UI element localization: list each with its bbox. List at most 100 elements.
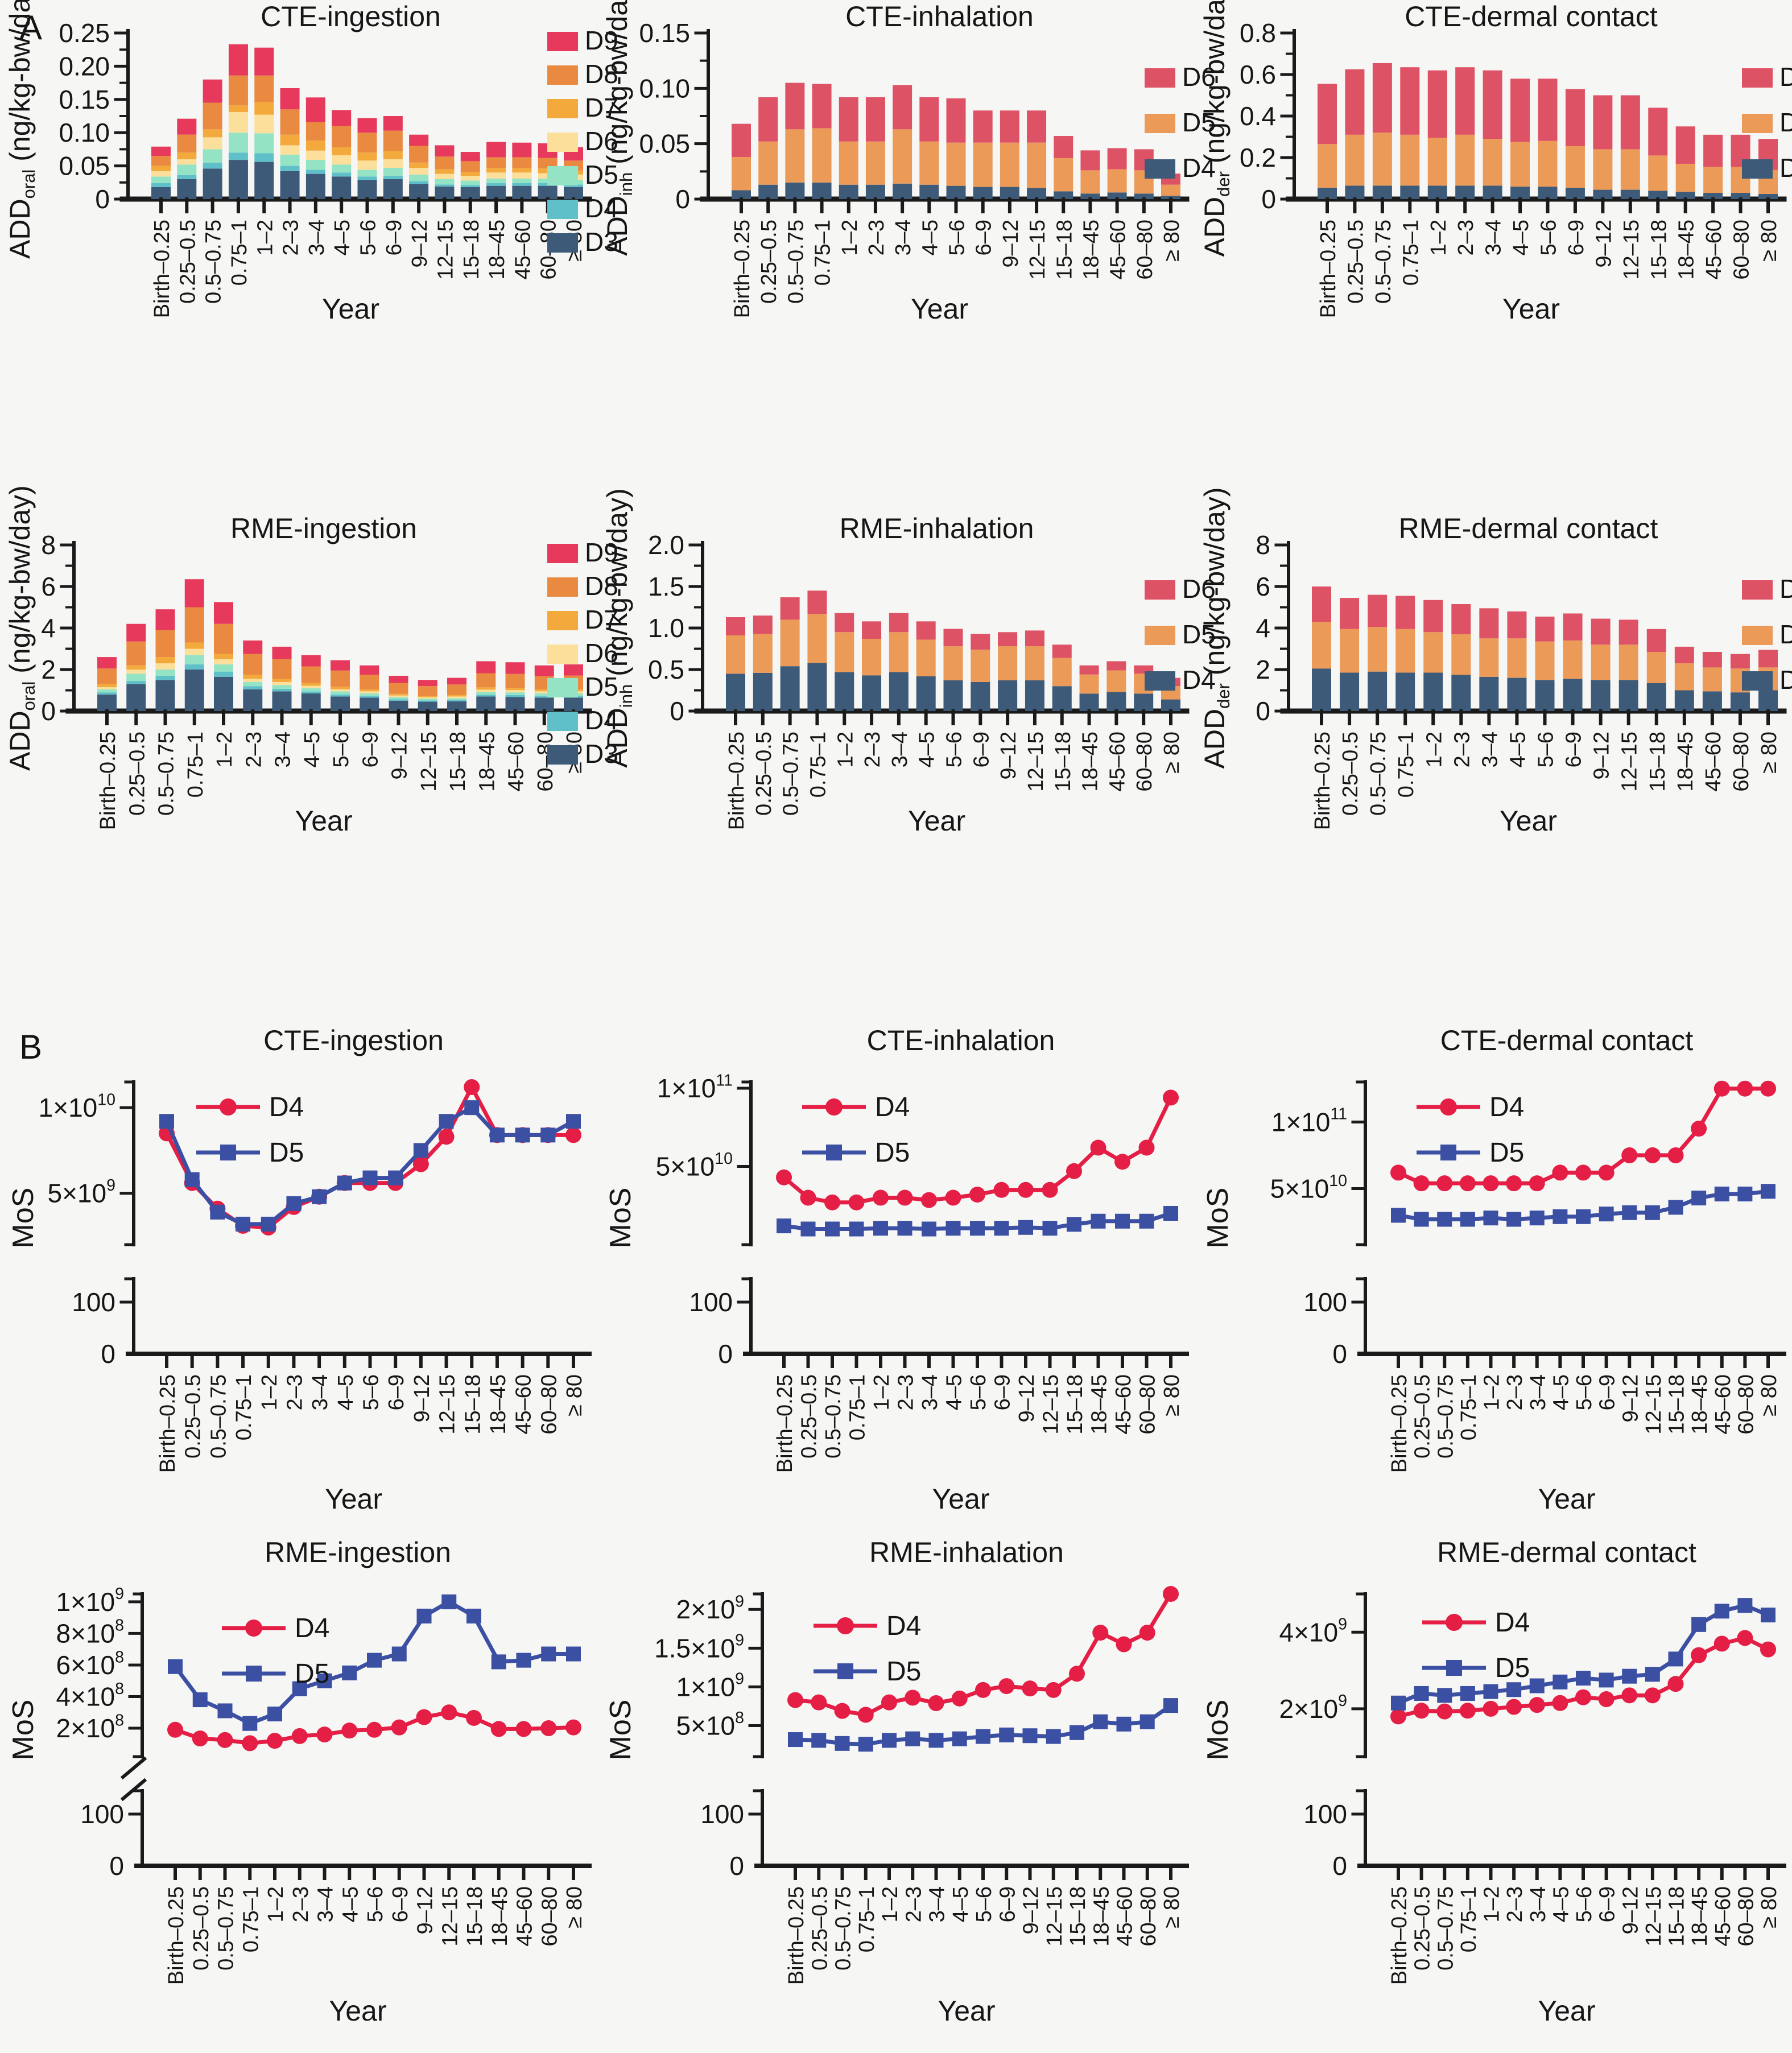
- marker-square: [1645, 1205, 1660, 1220]
- chart-title: CTE-dermal contact: [1405, 1, 1658, 32]
- bar-seg-D6: [1703, 134, 1723, 167]
- x-tick-label: 1–2: [1422, 732, 1446, 767]
- x-tick-label: 3–4: [271, 732, 295, 767]
- x-tick-label: 12–15: [1642, 1374, 1666, 1435]
- marker-square: [1391, 1208, 1406, 1223]
- bar-seg-D4: [1538, 187, 1558, 199]
- x-tick-label: 60–80: [1137, 1886, 1161, 1947]
- bar-seg-D6: [919, 97, 939, 142]
- y-axis-label: ADDinh (ng/kg-bw/day): [601, 0, 636, 256]
- bar-seg-D5: [973, 142, 993, 187]
- bar-seg-D5: [155, 670, 175, 676]
- marker-circle: [1644, 1687, 1661, 1704]
- bar-seg-D7: [409, 162, 429, 168]
- legend-marker-D4: [245, 1620, 262, 1637]
- x-tick-label: 0.25–0.5: [757, 220, 781, 304]
- bar-seg-D5: [512, 178, 532, 183]
- bar-seg-D8: [254, 75, 274, 102]
- bar-seg-D6: [889, 613, 909, 633]
- x-tick-label: 4–5: [1549, 1374, 1573, 1410]
- bar-seg-D7: [331, 687, 350, 689]
- bar-seg-D5: [1618, 645, 1638, 680]
- bar-seg-D4: [1340, 672, 1360, 711]
- x-tick-label: 6–9: [382, 220, 406, 255]
- marker-square: [516, 1653, 531, 1668]
- bar-seg-D6: [534, 691, 554, 693]
- bar-seg-D4: [919, 184, 939, 199]
- panel-cte-dermal-mos: CTE-dermal contact MoS 5×1010 1×1011 100 0 Bir…: [1201, 1025, 1786, 1515]
- x-tick-label: 12–15: [1043, 1886, 1067, 1947]
- bar-seg-D4: [505, 695, 525, 697]
- marker-square: [1437, 1688, 1452, 1703]
- bar-seg-D4: [1674, 690, 1694, 711]
- bar-seg-D7: [534, 689, 554, 692]
- marker-circle: [857, 1707, 874, 1723]
- bar-seg-D9: [214, 602, 233, 624]
- bar-seg-D4: [971, 681, 990, 711]
- marker-square: [873, 1221, 888, 1236]
- legend-label-D7: D7: [585, 93, 618, 122]
- bar-seg-D4: [203, 162, 222, 169]
- chart-title: RME-dermal contact: [1399, 513, 1658, 544]
- series-D5: [788, 1698, 1178, 1752]
- bar-seg-D6: [1054, 136, 1073, 158]
- bar-seg-D5: [919, 141, 939, 185]
- series-D4: [776, 1089, 1179, 1211]
- marker-square: [922, 1221, 936, 1237]
- bar-seg-D5: [476, 692, 496, 695]
- bar-seg-D5: [254, 133, 274, 154]
- legend-swatch-D6: [1145, 68, 1175, 88]
- x-tick-label: 18–45: [1674, 732, 1698, 792]
- y-tick-label: 5×1010: [1270, 1172, 1347, 1204]
- marker-square: [1460, 1686, 1475, 1701]
- marker-circle: [1018, 1182, 1034, 1198]
- legend: D6 D5 D4: [1145, 62, 1216, 183]
- chart-title: CTE-dermal contact: [1440, 1025, 1694, 1056]
- bar-seg-D4: [1423, 672, 1443, 711]
- bar-seg-D7: [280, 134, 300, 146]
- bar-seg-D4: [1730, 692, 1750, 711]
- legend-label-D4: D4: [886, 1611, 921, 1641]
- axis-break-slash: [120, 1756, 147, 1780]
- legend-swatch-D4: [1145, 159, 1175, 179]
- bar-seg-D9: [476, 661, 496, 674]
- marker-circle: [1436, 1175, 1453, 1192]
- marker-square: [1668, 1651, 1683, 1667]
- x-tick-label: 18–45: [1688, 1374, 1712, 1435]
- marker-circle: [811, 1694, 827, 1711]
- marker-square: [811, 1733, 827, 1748]
- marker-square: [168, 1659, 183, 1674]
- x-tick-label: 0.5–0.75: [779, 732, 803, 816]
- bar-seg-D3: [301, 693, 321, 711]
- x-tick-label: 45–60: [511, 220, 535, 280]
- x-axis-title: Year: [329, 1995, 386, 2027]
- x-tick-label: 6–9: [385, 1374, 408, 1410]
- bar-seg-D3: [214, 676, 233, 711]
- bar-seg-D4: [1134, 193, 1154, 199]
- legend-swatch-D6: [1742, 68, 1773, 88]
- x-tick-label: 0.25–0.5: [752, 732, 776, 816]
- marker-square: [267, 1707, 282, 1722]
- bar-seg-D9: [505, 662, 525, 674]
- bar-seg-D4: [946, 185, 966, 199]
- bar-seg-D8: [512, 157, 532, 168]
- marker-square: [858, 1737, 873, 1752]
- x-tick-label: 18–45: [1089, 1886, 1113, 1947]
- x-tick-label: 0.5–0.75: [1434, 1374, 1457, 1459]
- x-tick-label: 15–18: [460, 220, 484, 280]
- bar-seg-D8: [332, 126, 352, 147]
- marker-circle: [1667, 1676, 1684, 1692]
- bar-seg-D7: [254, 102, 274, 115]
- bar-seg-D4: [254, 153, 274, 162]
- x-tick-label: ≥ 80: [1160, 220, 1184, 262]
- bar-seg-D6: [305, 150, 325, 160]
- x-tick-label: 9–12: [408, 220, 432, 268]
- bar-seg-D6: [943, 629, 963, 647]
- marker-circle: [1163, 1089, 1179, 1106]
- x-tick-label: 0.25–0.5: [1411, 1374, 1435, 1459]
- bar-seg-D4: [1027, 188, 1047, 199]
- marker-circle: [1552, 1695, 1568, 1711]
- x-tick-label: 1–2: [264, 1886, 288, 1922]
- legend-label-D6: D6: [585, 638, 618, 668]
